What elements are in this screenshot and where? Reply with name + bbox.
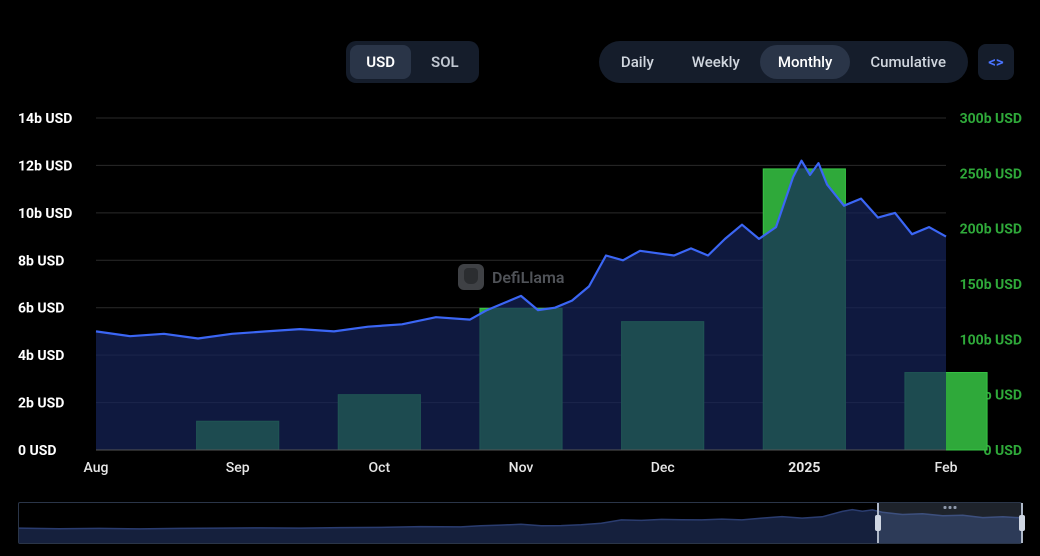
- svg-text:0 USD: 0 USD: [984, 443, 1022, 459]
- period-toggle: DailyWeeklyMonthlyCumulative: [599, 41, 968, 83]
- svg-text:300b USD: 300b USD: [960, 111, 1022, 127]
- svg-text:Aug: Aug: [84, 460, 109, 476]
- embed-button[interactable]: <>: [978, 44, 1014, 80]
- svg-text:2025: 2025: [788, 460, 820, 476]
- period-weekly[interactable]: Weekly: [674, 45, 758, 79]
- svg-text:150b USD: 150b USD: [960, 277, 1022, 293]
- svg-text:8b USD: 8b USD: [18, 253, 64, 269]
- currency-sol[interactable]: SOL: [415, 45, 475, 79]
- svg-text:4b USD: 4b USD: [18, 348, 64, 364]
- period-daily[interactable]: Daily: [603, 45, 672, 79]
- svg-text:Oct: Oct: [369, 460, 391, 476]
- svg-text:6b USD: 6b USD: [18, 301, 64, 317]
- minimap-brush[interactable]: [877, 503, 1023, 543]
- period-cumulative[interactable]: Cumulative: [852, 45, 964, 79]
- svg-text:Nov: Nov: [509, 460, 534, 476]
- currency-toggle: USDSOL: [346, 41, 478, 83]
- svg-text:2b USD: 2b USD: [18, 396, 64, 412]
- brush-handle-left[interactable]: [875, 515, 881, 531]
- svg-text:12b USD: 12b USD: [18, 158, 72, 174]
- svg-text:14b USD: 14b USD: [18, 111, 72, 127]
- svg-text:Feb: Feb: [935, 460, 958, 476]
- svg-text:250b USD: 250b USD: [960, 166, 1022, 182]
- svg-text:100b USD: 100b USD: [960, 332, 1022, 348]
- svg-text:0 USD: 0 USD: [18, 443, 56, 459]
- period-monthly[interactable]: Monthly: [760, 45, 850, 79]
- svg-text:10b USD: 10b USD: [18, 206, 72, 222]
- brush-handle-right[interactable]: [1019, 515, 1025, 531]
- svg-text:Sep: Sep: [226, 460, 250, 476]
- currency-usd[interactable]: USD: [350, 45, 411, 79]
- minimap[interactable]: [18, 502, 1022, 544]
- chart: 0 USD 2b USD 4b USD 6b USD 8b USD 10b USD 12b …: [18, 106, 1022, 498]
- svg-text:Dec: Dec: [651, 460, 675, 476]
- svg-text:200b USD: 200b USD: [960, 222, 1022, 238]
